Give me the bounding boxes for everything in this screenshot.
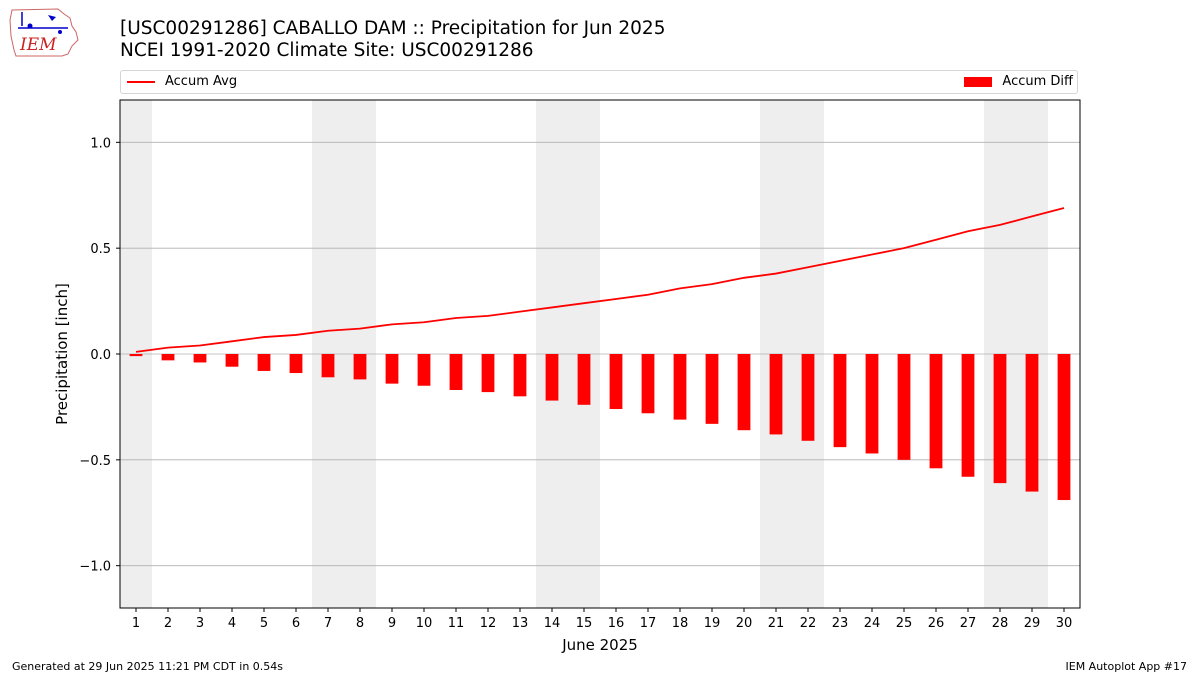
x-tick-label: 9 [388, 616, 396, 631]
y-tick-label: −0.5 [79, 454, 111, 469]
x-tick-label: 22 [800, 616, 817, 631]
x-axis-label: June 2025 [561, 636, 638, 654]
x-tick-label: 21 [768, 616, 785, 631]
bar-swatch-icon [964, 76, 993, 87]
bar-accum-diff-day-2 [161, 354, 175, 361]
x-tick-label: 1 [132, 616, 140, 631]
x-tick-label: 16 [608, 616, 625, 631]
x-tick-label: 4 [228, 616, 236, 631]
x-tick-label: 25 [896, 616, 913, 631]
bar-accum-diff-day-3 [193, 354, 207, 363]
x-tick-label: 28 [992, 616, 1009, 631]
logo-text: IEM [19, 35, 57, 55]
y-axis-label: Precipitation [inch] [53, 283, 71, 425]
x-tick-label: 18 [672, 616, 689, 631]
bar-accum-diff-day-11 [449, 354, 463, 390]
footer-generated: Generated at 29 Jun 2025 11:21 PM CDT in… [12, 660, 284, 673]
bar-accum-diff-day-18 [673, 354, 687, 420]
bar-accum-diff-day-25 [897, 354, 911, 460]
x-tick-label: 23 [832, 616, 849, 631]
y-tick-label: 0.0 [90, 348, 111, 363]
x-tick-label: 3 [196, 616, 204, 631]
bar-accum-diff-day-28 [993, 354, 1007, 484]
x-tick-label: 6 [292, 616, 300, 631]
bar-accum-diff-day-4 [225, 354, 239, 367]
x-tick-label: 11 [448, 616, 465, 631]
legend-label-accum-avg: Accum Avg [165, 74, 238, 89]
state-outline-icon [9, 8, 79, 57]
x-tick-label: 15 [576, 616, 593, 631]
line-accum-avg [135, 207, 1065, 353]
x-tick-label: 13 [512, 616, 529, 631]
bar-accum-diff-day-21 [769, 354, 783, 435]
legend-label-accum-diff: Accum Diff [1002, 74, 1073, 89]
chart-legend: Accum Avg Accum Diff [120, 70, 1078, 94]
x-tick-label: 27 [960, 616, 977, 631]
x-tick-label: 19 [704, 616, 721, 631]
bar-accum-diff-day-16 [609, 354, 623, 410]
x-tick-label: 12 [480, 616, 497, 631]
iem-logo: IEM [9, 8, 79, 57]
x-tick-label: 30 [1056, 616, 1073, 631]
chart-title-block: [USC00291286] CABALLO DAM :: Precipitati… [120, 18, 665, 62]
bar-accum-diff-day-9 [385, 354, 399, 384]
bar-accum-diff-day-6 [289, 354, 303, 374]
legend-item-accum-avg: Accum Avg [127, 74, 237, 89]
x-tick-label: 17 [640, 616, 657, 631]
bar-accum-diff-day-23 [833, 354, 847, 448]
bar-accum-diff-day-20 [737, 354, 751, 431]
bar-accum-diff-day-19 [705, 354, 719, 424]
x-tick-label: 20 [736, 616, 753, 631]
legend-item-accum-diff: Accum Diff [964, 74, 1073, 89]
x-tick-label: 29 [1024, 616, 1041, 631]
x-tick-label: 24 [864, 616, 881, 631]
bar-accum-diff-day-10 [417, 354, 431, 386]
bar-accum-diff-day-27 [961, 354, 975, 477]
y-tick-label: 0.5 [90, 242, 111, 257]
x-tick-label: 14 [544, 616, 561, 631]
bar-accum-diff-day-8 [353, 354, 367, 380]
bar-accum-diff-day-13 [513, 354, 527, 397]
bar-accum-diff-day-17 [641, 354, 655, 414]
chart-title: [USC00291286] CABALLO DAM :: Precipitati… [120, 18, 666, 39]
line-swatch-icon [127, 80, 155, 83]
bar-accum-diff-day-26 [929, 354, 943, 469]
bar-accum-diff-day-14 [545, 354, 559, 401]
bar-accum-diff-day-22 [801, 354, 815, 441]
x-tick-label: 7 [324, 616, 332, 631]
y-tick-label: −1.0 [79, 560, 111, 575]
footer-app: IEM Autoplot App #17 [1065, 660, 1188, 673]
x-tick-label: 2 [164, 616, 172, 631]
bar-accum-diff-day-7 [321, 354, 335, 378]
x-tick-label: 26 [928, 616, 945, 631]
bar-accum-diff-day-30 [1057, 354, 1071, 501]
bar-accum-diff-day-5 [257, 354, 271, 371]
bar-accum-diff-day-1 [129, 354, 143, 357]
y-tick-label: 1.0 [90, 136, 111, 151]
x-tick-label: 5 [260, 616, 268, 631]
bar-accum-diff-day-15 [577, 354, 591, 405]
x-tick-label: 10 [416, 616, 433, 631]
chart-subtitle: NCEI 1991-2020 Climate Site: USC00291286 [120, 40, 534, 61]
x-tick-label: 8 [356, 616, 364, 631]
bar-accum-diff-day-29 [1025, 354, 1039, 492]
bar-accum-diff-day-24 [865, 354, 879, 454]
bar-accum-diff-day-12 [481, 354, 495, 393]
